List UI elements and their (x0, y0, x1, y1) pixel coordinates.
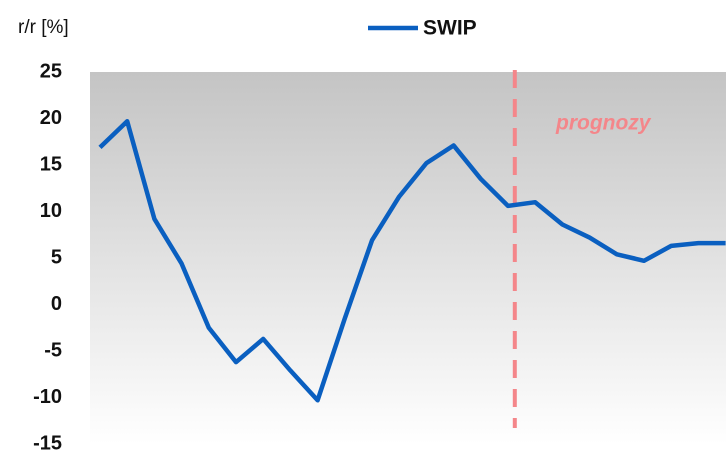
annotation: prognozy (555, 112, 652, 135)
y-tick-label: -5 (44, 339, 62, 361)
y-tick-label: 25 (40, 60, 62, 82)
y-axis-label: r/r [%] (18, 17, 69, 38)
y-tick-label: -10 (33, 386, 62, 408)
y-tick-label: -15 (33, 432, 62, 454)
y-tick-label: 10 (40, 200, 62, 222)
series-line (98, 119, 726, 403)
y-tick-label: 20 (40, 107, 62, 129)
y-tick-label: 0 (51, 293, 62, 315)
plot-area (90, 72, 726, 444)
y-tick-label: 5 (51, 246, 62, 268)
legend-label: SWIP (423, 17, 477, 40)
y-tick-label: 15 (40, 153, 62, 175)
